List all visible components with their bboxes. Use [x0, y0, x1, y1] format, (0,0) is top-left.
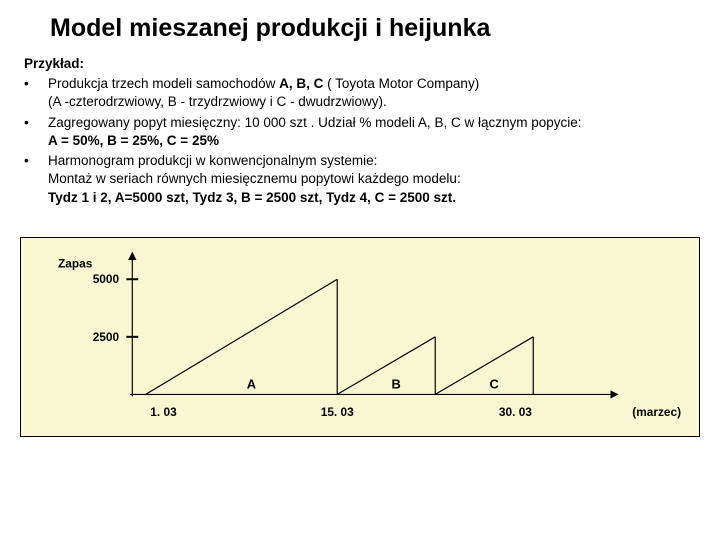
- slide-title: Model mieszanej produkcji i heijunka: [50, 14, 700, 43]
- chart-svg: Zapas5000 2500 A B C 1. 03 15. 03 30. 03 (marzec…: [21, 238, 699, 436]
- bullet-line: Tydz 1 i 2, A=5000 szt, Tydz 3, B = 2500…: [48, 189, 700, 207]
- body-text: Przykład: •Produkcja trzech modeli samoc…: [24, 55, 700, 207]
- bullet-line: Zagregowany popyt miesięczny: 10 000 szt…: [48, 114, 700, 132]
- svg-text:5000: 5000: [93, 272, 120, 286]
- svg-text:30. 03: 30. 03: [499, 405, 532, 419]
- svg-text:A: A: [247, 376, 256, 391]
- slide: Model mieszanej produkcji i heijunka Prz…: [0, 0, 720, 540]
- bullet-line: (A -czterodrzwiowy, B - trzydrzwiowy i C…: [48, 93, 700, 111]
- bullet-content: Zagregowany popyt miesięczny: 10 000 szt…: [48, 114, 700, 150]
- svg-text:1. 03: 1. 03: [150, 405, 177, 419]
- inventory-chart: Zapas5000 2500 A B C 1. 03 15. 03 30. 03 (marzec…: [20, 237, 700, 437]
- svg-text:(marzec): (marzec): [632, 405, 681, 419]
- bullet-item: •Produkcja trzech modeli samochodów A, B…: [24, 75, 700, 111]
- bullet-item: •Zagregowany popyt miesięczny: 10 000 sz…: [24, 114, 700, 150]
- bullet-line: Montaż w seriach równych miesięcznemu po…: [48, 170, 700, 188]
- bullet-marker: •: [24, 75, 48, 111]
- bullet-item: •Harmonogram produkcji w konwencjonalnym…: [24, 152, 700, 207]
- svg-text:Zapas: Zapas: [58, 256, 93, 270]
- bullet-content: Produkcja trzech modeli samochodów A, B,…: [48, 75, 700, 111]
- svg-text:C: C: [489, 376, 498, 391]
- bullet-content: Harmonogram produkcji w konwencjonalnym …: [48, 152, 700, 207]
- svg-text:15. 03: 15. 03: [321, 405, 354, 419]
- bullet-list: •Produkcja trzech modeli samochodów A, B…: [24, 75, 700, 207]
- example-subhead: Przykład:: [24, 55, 700, 73]
- svg-text:2500: 2500: [93, 330, 120, 344]
- svg-text:B: B: [391, 376, 400, 391]
- bullet-line: Harmonogram produkcji w konwencjonalnym …: [48, 152, 700, 170]
- bullet-line: A = 50%, B = 25%, C = 25%: [48, 132, 700, 150]
- bullet-line: Produkcja trzech modeli samochodów A, B,…: [48, 75, 700, 93]
- bullet-marker: •: [24, 152, 48, 207]
- bullet-marker: •: [24, 114, 48, 150]
